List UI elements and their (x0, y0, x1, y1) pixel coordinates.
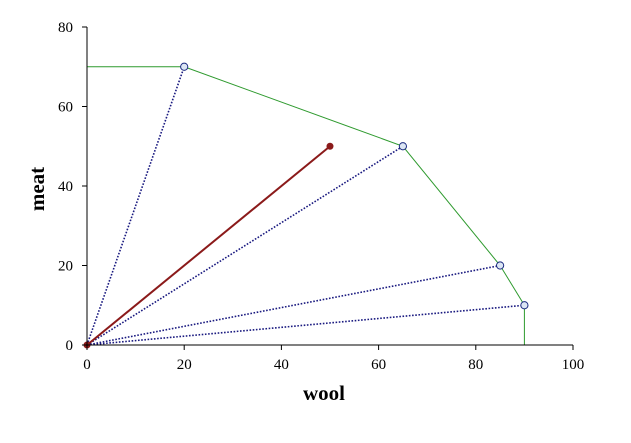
frontier-line (87, 66, 525, 345)
tick-marks (82, 26, 574, 350)
plot-area (83, 62, 529, 349)
y-tick-label: 60 (58, 100, 73, 116)
vertex-marker (180, 62, 189, 71)
x-tick-label: 100 (562, 357, 585, 373)
solution-point (326, 142, 334, 150)
x-tick-label: 20 (177, 357, 192, 373)
y-tick-label: 80 (58, 20, 73, 36)
tick-labels: 0 20 40 60 80 100 0 20 40 60 80 (58, 20, 584, 373)
x-tick-label: 80 (468, 357, 483, 373)
y-tick-label: 0 (66, 338, 74, 354)
y-axis-title: meat (25, 167, 49, 211)
ray-line (86, 66, 185, 346)
axes (86, 27, 573, 346)
x-axis-title: wool (303, 381, 345, 405)
x-tick-label: 40 (274, 357, 289, 373)
x-tick-label: 0 (83, 357, 91, 373)
vertex-marker (398, 142, 407, 151)
vertex-marker (496, 261, 505, 270)
vertex-marker (520, 301, 529, 310)
solution-line (86, 145, 331, 346)
y-tick-label: 20 (58, 259, 73, 275)
y-tick-label: 40 (58, 179, 73, 195)
ray-line (86, 304, 525, 346)
x-tick-label: 60 (371, 357, 386, 373)
ray-line (86, 145, 404, 346)
